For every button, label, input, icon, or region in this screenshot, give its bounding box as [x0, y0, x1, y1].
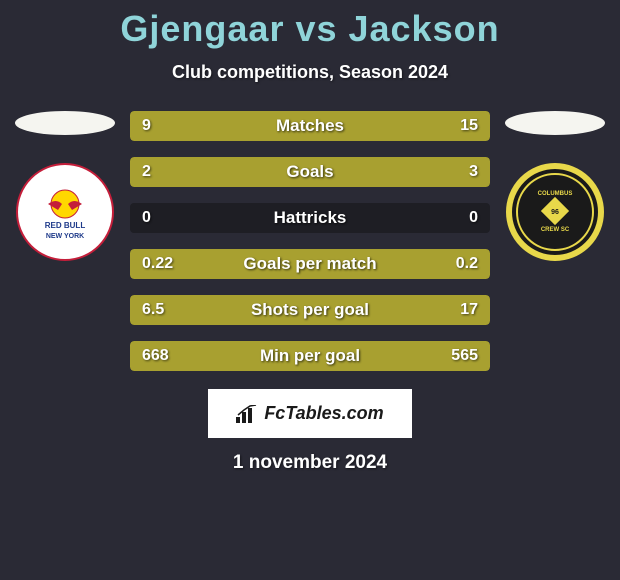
- stat-row: 668 Min per goal 565: [130, 341, 490, 371]
- svg-text:96: 96: [551, 209, 559, 216]
- footer-date: 1 november 2024: [233, 452, 387, 474]
- columbus-logo-icon: COLUMBUS 96 CREW SC: [525, 181, 585, 241]
- main-area: RED BULL NEW YORK 9 Matches 15 2 Goals 3: [0, 111, 620, 371]
- stat-value-right: 0: [469, 209, 478, 227]
- brand-badge: FcTables.com: [208, 389, 411, 438]
- stat-row: 6.5 Shots per goal 17: [130, 295, 490, 325]
- infographic-container: Gjengaar vs Jackson Club competitions, S…: [0, 0, 620, 580]
- stat-label: Shots per goal: [130, 300, 490, 320]
- stat-row: 9 Matches 15: [130, 111, 490, 141]
- stat-label: Min per goal: [130, 346, 490, 366]
- stat-value-right: 565: [451, 347, 478, 365]
- left-team-logo: RED BULL NEW YORK: [16, 163, 114, 261]
- stat-value-right: 0.2: [456, 255, 478, 273]
- stat-value-right: 17: [460, 301, 478, 319]
- svg-text:COLUMBUS: COLUMBUS: [538, 191, 573, 197]
- svg-text:NEW YORK: NEW YORK: [46, 233, 84, 240]
- right-team-column: COLUMBUS 96 CREW SC: [500, 111, 610, 261]
- svg-text:CREW SC: CREW SC: [541, 227, 570, 233]
- right-team-logo: COLUMBUS 96 CREW SC: [506, 163, 604, 261]
- stat-label: Goals per match: [130, 254, 490, 274]
- stat-row: 0 Hattricks 0: [130, 203, 490, 233]
- stat-row: 2 Goals 3: [130, 157, 490, 187]
- svg-text:RED BULL: RED BULL: [45, 221, 86, 230]
- brand-text: FcTables.com: [264, 403, 383, 424]
- stat-label: Goals: [130, 162, 490, 182]
- stat-label: Matches: [130, 116, 490, 136]
- redbull-logo-icon: RED BULL NEW YORK: [30, 176, 100, 246]
- right-ellipse-decoration: [505, 111, 605, 135]
- stat-value-right: 15: [460, 117, 478, 135]
- stat-label: Hattricks: [130, 208, 490, 228]
- left-team-column: RED BULL NEW YORK: [10, 111, 120, 261]
- subtitle: Club competitions, Season 2024: [172, 62, 448, 83]
- bars-icon: [236, 405, 258, 423]
- page-title: Gjengaar vs Jackson: [120, 8, 499, 50]
- stats-column: 9 Matches 15 2 Goals 3 0 Hattricks 0: [130, 111, 490, 371]
- left-team-logo-text: RED BULL NEW YORK: [30, 176, 100, 249]
- right-team-logo-text: COLUMBUS 96 CREW SC: [525, 181, 585, 244]
- left-ellipse-decoration: [15, 111, 115, 135]
- stat-value-right: 3: [469, 163, 478, 181]
- stat-row: 0.22 Goals per match 0.2: [130, 249, 490, 279]
